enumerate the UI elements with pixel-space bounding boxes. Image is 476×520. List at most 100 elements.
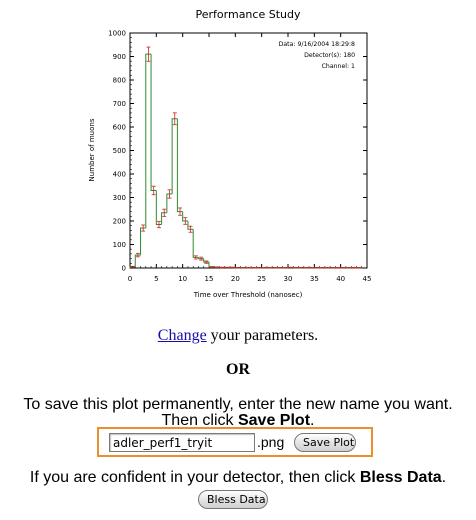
histogram-bin (203, 258, 209, 263)
error-bar (278, 267, 283, 269)
error-bar (141, 224, 146, 232)
save-instruction-line1: To save this plot permanently, enter the… (23, 396, 453, 413)
error-bar (188, 225, 193, 233)
y-tick-label: 800 (113, 77, 126, 85)
y-tick-label: 100 (113, 241, 126, 249)
error-bar (346, 267, 351, 269)
chart-annotations: Data: 9/16/2004 18:29:8 Detector(s): 180 C… (279, 41, 355, 70)
x-tick-label: 15 (205, 275, 214, 283)
save-plot-button[interactable]: Save Plot (294, 433, 356, 452)
error-bar (193, 255, 198, 260)
bless-data-button[interactable]: Bless Data (198, 490, 268, 509)
error-bar (135, 252, 140, 258)
histogram-bin (197, 257, 204, 260)
bless-instruction-prefix: If you are confident in your detector, t… (29, 469, 360, 486)
histogram-bin (176, 118, 183, 213)
y-tick-label: 1000 (108, 30, 126, 38)
x-tick-label: 25 (257, 275, 266, 283)
y-tick-label: 300 (113, 194, 126, 202)
error-bar (241, 267, 246, 269)
histogram-bin (155, 190, 162, 226)
error-bar (267, 267, 272, 269)
error-bar (288, 266, 293, 269)
histogram-bin (140, 227, 146, 256)
histogram-bin (182, 211, 188, 222)
error-bar (146, 46, 151, 62)
error-bar (272, 267, 277, 269)
histogram-bin (166, 193, 173, 213)
error-bar (235, 267, 240, 269)
x-axis-label: Time over Threshold (nanosec) (193, 291, 303, 299)
y-tick-label: 200 (113, 218, 126, 226)
error-bar (262, 267, 267, 269)
save-plot-form: .png Save Plot (97, 427, 373, 457)
change-link[interactable]: Change (157, 327, 207, 344)
histogram-bin (192, 229, 199, 258)
change-parameters-line: Change your parameters. (0, 327, 476, 345)
x-tick-label: 35 (310, 275, 319, 283)
error-bars (130, 46, 362, 269)
histogram-bin (129, 266, 136, 268)
annotation-line: Data: 9/16/2004 18:29:8 (279, 41, 355, 48)
x-tick-label: 30 (284, 275, 293, 283)
error-bar (199, 256, 204, 261)
error-bar (325, 267, 330, 269)
error-bar (130, 265, 135, 268)
annotation-line: Channel: 1 (322, 63, 355, 70)
error-bar (251, 267, 256, 269)
histogram-bin (145, 53, 152, 229)
y-tick-label: 500 (113, 147, 126, 155)
error-bar (357, 267, 362, 269)
x-tick-label: 45 (363, 275, 372, 283)
x-tick-label: 5 (154, 275, 158, 283)
y-tick-label: 400 (113, 171, 126, 179)
error-bar (172, 112, 177, 126)
error-bar (309, 267, 314, 269)
error-bar (178, 207, 183, 216)
y-tick-label: 0 (122, 265, 126, 273)
x-axis: 0 5 10 15 20 25 30 35 40 45 (128, 33, 372, 283)
error-bar (214, 266, 219, 269)
error-bar (162, 208, 167, 217)
histogram-bin (150, 54, 157, 191)
error-bar (156, 220, 161, 229)
annotation-line: Detector(s): 180 (304, 52, 355, 59)
bless-instruction: If you are confident in your detector, t… (0, 470, 476, 486)
error-bar (225, 266, 230, 269)
histogram-series (129, 53, 363, 269)
histogram-bin (208, 262, 215, 268)
error-bar (351, 267, 356, 269)
y-axis-label: Number of muons (88, 118, 96, 181)
y-axis: 0 100 200 300 400 500 600 700 800 900 1000 (108, 30, 367, 273)
error-bar (314, 267, 319, 269)
error-bar (257, 267, 262, 269)
error-bar (293, 267, 298, 269)
plot-name-input[interactable] (109, 433, 255, 452)
histogram-bin (134, 254, 141, 267)
error-bar (183, 217, 188, 225)
error-bar (330, 267, 335, 269)
x-tick-label: 10 (178, 275, 187, 283)
performance-histogram: Performance Study 0100200300400500600700… (88, 8, 372, 299)
x-tick-label: 40 (336, 275, 345, 283)
error-bar (230, 266, 235, 269)
y-tick-label: 900 (113, 53, 126, 61)
error-bar (299, 267, 304, 269)
error-bar (283, 267, 288, 269)
histogram-bin (187, 221, 194, 230)
error-bar (204, 260, 209, 264)
save-instruction-bold: Save Plot (237, 412, 311, 429)
error-bar (304, 267, 309, 269)
bless-instruction-bold: Bless Data (359, 469, 442, 486)
save-instruction-line2: Then click Save Plot. (0, 413, 476, 429)
error-bar (167, 189, 172, 199)
y-tick-label: 700 (113, 100, 126, 108)
error-bar (336, 267, 341, 269)
chart-title: Performance Study (196, 8, 301, 21)
histogram-bin (171, 118, 178, 194)
file-extension: .png (257, 434, 285, 450)
error-bar (341, 267, 346, 269)
save-instruction-suffix: . (310, 412, 315, 429)
histogram-bin (161, 212, 167, 225)
bless-instruction-suffix: . (441, 469, 447, 486)
